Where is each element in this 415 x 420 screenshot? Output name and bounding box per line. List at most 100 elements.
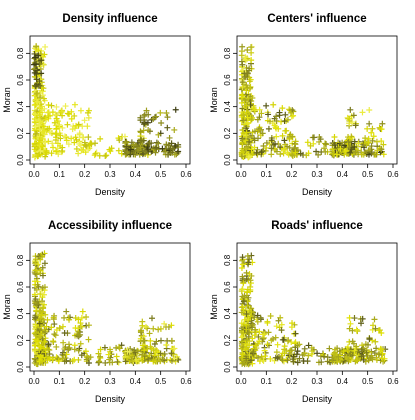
points-group [238, 252, 389, 368]
data-point [134, 348, 141, 355]
data-point [284, 357, 291, 364]
data-point [87, 354, 94, 361]
data-point [239, 261, 246, 268]
data-point [168, 140, 175, 147]
data-point [281, 350, 288, 357]
data-point [65, 346, 72, 353]
data-point [95, 350, 102, 357]
data-point [36, 104, 43, 111]
x-tick-label: 0.6 [180, 377, 192, 386]
x-axis-label: Density [302, 187, 333, 197]
data-point [73, 145, 80, 152]
data-point [145, 127, 152, 134]
data-point [33, 286, 40, 293]
data-point [146, 330, 153, 337]
data-point [243, 109, 250, 116]
data-point [358, 346, 365, 353]
data-point [40, 291, 47, 298]
data-point [85, 336, 92, 343]
data-point [239, 360, 246, 367]
data-point [59, 323, 66, 330]
x-tick-label: 0.3 [311, 170, 323, 179]
data-point [304, 139, 311, 146]
panel-title: Roads' influence [271, 220, 363, 232]
data-point [68, 108, 75, 115]
data-point [347, 106, 354, 113]
data-point [33, 300, 40, 307]
data-point [268, 151, 275, 158]
data-point [113, 344, 120, 351]
data-point [40, 301, 47, 308]
data-point [351, 143, 358, 150]
data-point [243, 102, 250, 109]
data-point [31, 50, 38, 57]
data-point [85, 322, 92, 329]
data-point [31, 66, 38, 73]
data-point [115, 147, 122, 154]
data-point [145, 140, 152, 147]
data-point [266, 141, 273, 148]
data-point [248, 320, 255, 327]
data-point [294, 348, 301, 355]
data-point [244, 253, 251, 260]
data-point [243, 151, 250, 158]
data-point [240, 298, 247, 305]
y-tick-label: 0.6 [16, 74, 25, 86]
data-point [239, 79, 246, 86]
data-point [41, 127, 48, 134]
data-point [247, 277, 254, 284]
data-point [246, 256, 253, 263]
data-point [368, 143, 375, 150]
data-point [379, 355, 386, 362]
data-point [334, 358, 341, 365]
data-point [284, 338, 291, 345]
data-point [54, 118, 61, 125]
data-point [47, 129, 54, 136]
data-point [265, 125, 272, 132]
y-tick-label: 0.2 [223, 127, 232, 139]
data-point [35, 52, 42, 59]
data-point [155, 131, 162, 138]
x-tick-label: 0.3 [311, 377, 323, 386]
data-point [368, 149, 375, 156]
data-point [239, 277, 246, 284]
data-point [45, 138, 52, 145]
data-point [84, 123, 91, 130]
data-point [365, 139, 372, 146]
data-point [268, 145, 275, 152]
data-point [238, 320, 245, 327]
data-point [33, 61, 40, 68]
data-point [366, 336, 373, 343]
data-point [370, 133, 377, 140]
y-tick-label: 0.0 [16, 154, 25, 166]
data-point [53, 343, 60, 350]
data-point [49, 140, 56, 147]
data-point [239, 67, 246, 74]
data-point [40, 272, 47, 279]
data-point [157, 325, 164, 332]
data-point [85, 114, 92, 121]
data-point [281, 343, 288, 350]
data-point [153, 113, 160, 120]
plot-frame [236, 35, 398, 165]
data-point [171, 345, 178, 352]
data-point [56, 324, 63, 331]
data-point [68, 115, 75, 122]
data-point [243, 337, 250, 344]
data-point [335, 353, 342, 360]
data-point [75, 121, 82, 128]
data-point [144, 144, 151, 151]
data-point [32, 260, 39, 267]
data-point [345, 138, 352, 145]
data-point [242, 57, 249, 64]
data-point [79, 134, 86, 141]
data-point [124, 149, 131, 156]
data-point [78, 352, 85, 359]
data-point [331, 133, 338, 140]
data-point [296, 355, 303, 362]
data-point [254, 146, 261, 153]
data-point [280, 147, 287, 154]
data-point [109, 359, 116, 366]
data-point [290, 358, 297, 365]
